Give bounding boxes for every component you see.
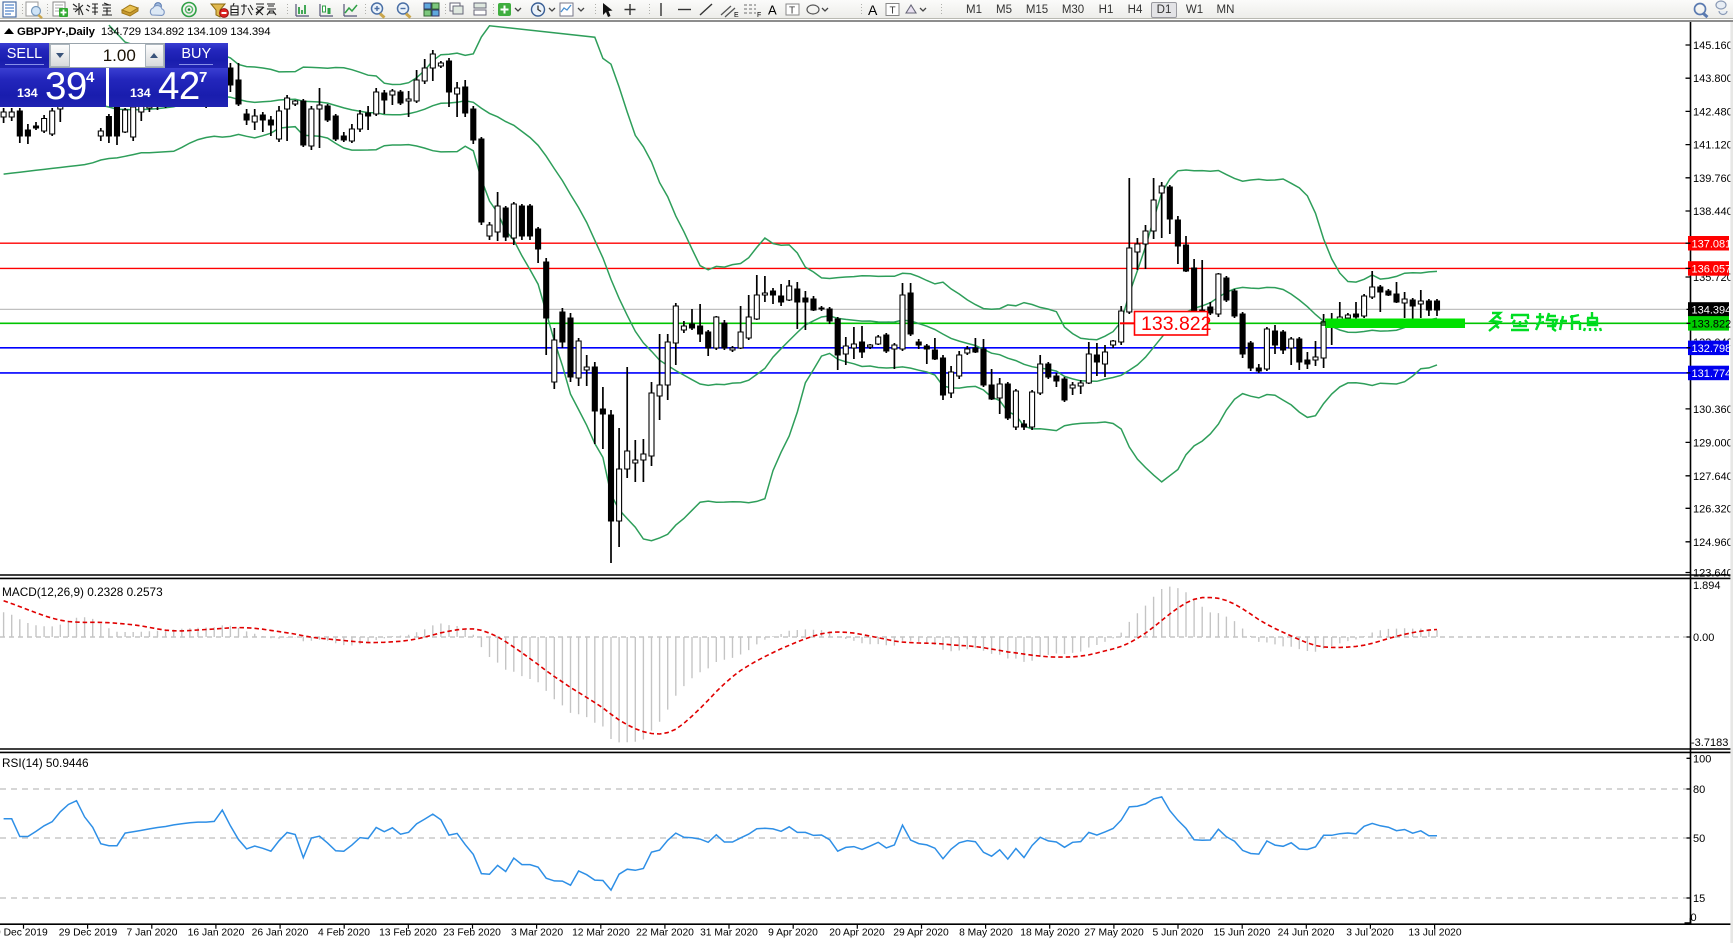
svg-text:27 May 2020: 27 May 2020 bbox=[1084, 928, 1144, 939]
svg-text:31 Mar 2020: 31 Mar 2020 bbox=[700, 928, 758, 939]
svg-text:A: A bbox=[768, 3, 777, 18]
svg-text:29 Apr 2020: 29 Apr 2020 bbox=[893, 928, 949, 939]
svg-text:136.057: 136.057 bbox=[1692, 264, 1732, 276]
svg-text:E: E bbox=[734, 12, 739, 19]
svg-text:MACD(12,26,9) 0.2328 0.2573: MACD(12,26,9) 0.2328 0.2573 bbox=[2, 585, 163, 599]
svg-text:127.640: 127.640 bbox=[1693, 471, 1733, 483]
svg-text:A: A bbox=[868, 2, 878, 18]
svg-text:4 Feb 2020: 4 Feb 2020 bbox=[318, 928, 370, 939]
svg-text:18 May 2020: 18 May 2020 bbox=[1020, 928, 1080, 939]
svg-text:20 Apr 2020: 20 Apr 2020 bbox=[829, 928, 885, 939]
svg-text:3 Mar 2020: 3 Mar 2020 bbox=[511, 928, 563, 939]
svg-text:13 Feb 2020: 13 Feb 2020 bbox=[379, 928, 437, 939]
svg-text:141.120: 141.120 bbox=[1693, 140, 1733, 152]
svg-text:143.800: 143.800 bbox=[1693, 73, 1733, 85]
svg-text:139.760: 139.760 bbox=[1693, 173, 1733, 185]
svg-text:-3.7183: -3.7183 bbox=[1691, 737, 1728, 749]
svg-text:133.822: 133.822 bbox=[1692, 319, 1732, 331]
svg-text:29 Dec 2019: 29 Dec 2019 bbox=[59, 928, 118, 939]
svg-text:T: T bbox=[789, 6, 795, 17]
svg-text:13 Jul 2020: 13 Jul 2020 bbox=[1408, 928, 1462, 939]
svg-text:0.00: 0.00 bbox=[1693, 632, 1714, 644]
svg-text:145.160: 145.160 bbox=[1693, 40, 1733, 52]
svg-text:5 Jun 2020: 5 Jun 2020 bbox=[1153, 928, 1204, 939]
svg-text:3 Jul 2020: 3 Jul 2020 bbox=[1346, 928, 1394, 939]
svg-text:100: 100 bbox=[1693, 753, 1711, 765]
svg-text:T: T bbox=[890, 6, 896, 17]
svg-text:22 Mar 2020: 22 Mar 2020 bbox=[636, 928, 694, 939]
svg-text:15 Jun 2020: 15 Jun 2020 bbox=[1214, 928, 1271, 939]
svg-text:50: 50 bbox=[1693, 833, 1705, 845]
svg-text:9 Dec 2019: 9 Dec 2019 bbox=[0, 928, 48, 939]
svg-text:80: 80 bbox=[1693, 784, 1705, 796]
svg-text:24 Jun 2020: 24 Jun 2020 bbox=[1278, 928, 1335, 939]
svg-text:142.480: 142.480 bbox=[1693, 106, 1733, 118]
svg-text:7 Jan 2020: 7 Jan 2020 bbox=[127, 928, 178, 939]
svg-text:26 Jan 2020: 26 Jan 2020 bbox=[252, 928, 309, 939]
svg-text:124.960: 124.960 bbox=[1693, 537, 1733, 549]
svg-text:133.822: 133.822 bbox=[1141, 313, 1212, 335]
svg-text:134.394: 134.394 bbox=[1692, 305, 1732, 317]
svg-text:137.081: 137.081 bbox=[1692, 238, 1732, 250]
svg-text:8 May 2020: 8 May 2020 bbox=[959, 928, 1013, 939]
svg-text:RSI(14) 50.9446: RSI(14) 50.9446 bbox=[2, 756, 89, 770]
svg-text:0: 0 bbox=[1691, 912, 1697, 924]
svg-text:9 Apr 2020: 9 Apr 2020 bbox=[768, 928, 818, 939]
svg-text:F: F bbox=[757, 12, 761, 19]
svg-text:129.000: 129.000 bbox=[1693, 437, 1733, 449]
svg-text:16 Jan 2020: 16 Jan 2020 bbox=[188, 928, 245, 939]
svg-text:126.320: 126.320 bbox=[1693, 503, 1733, 515]
svg-text:132.798: 132.798 bbox=[1692, 343, 1732, 355]
svg-text:1.894: 1.894 bbox=[1693, 580, 1721, 592]
svg-text:131.774: 131.774 bbox=[1692, 368, 1732, 380]
svg-text:12 Mar 2020: 12 Mar 2020 bbox=[572, 928, 630, 939]
svg-text:23 Feb 2020: 23 Feb 2020 bbox=[443, 928, 501, 939]
svg-text:15: 15 bbox=[1693, 893, 1705, 905]
svg-text:123.640: 123.640 bbox=[1693, 568, 1733, 580]
svg-text:138.440: 138.440 bbox=[1693, 206, 1733, 218]
svg-text:130.360: 130.360 bbox=[1693, 404, 1733, 416]
